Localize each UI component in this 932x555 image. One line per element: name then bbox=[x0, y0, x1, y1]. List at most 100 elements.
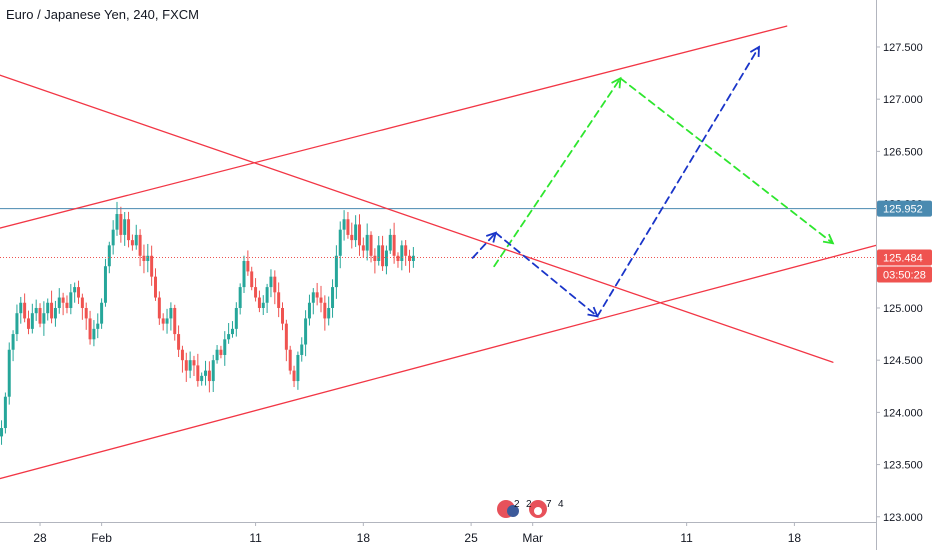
candle-body bbox=[238, 287, 242, 308]
candle-body bbox=[408, 255, 412, 261]
candle-body bbox=[204, 370, 208, 376]
candle-body bbox=[227, 334, 231, 340]
candle-body bbox=[350, 234, 354, 241]
candle-body bbox=[138, 234, 142, 256]
candle-body bbox=[331, 287, 335, 308]
candle-body bbox=[38, 307, 42, 324]
candles-layer bbox=[0, 201, 415, 445]
candle-body bbox=[246, 261, 250, 272]
candle-body bbox=[96, 323, 100, 329]
candle-body bbox=[292, 370, 296, 382]
candle-body bbox=[161, 318, 165, 324]
candle-body bbox=[3, 396, 7, 429]
candle-body bbox=[207, 370, 211, 382]
candle-body bbox=[11, 334, 15, 350]
candle-body bbox=[296, 354, 300, 382]
candle-body bbox=[261, 302, 265, 308]
candle-body bbox=[334, 255, 338, 288]
time-tick-label: 11 bbox=[680, 531, 693, 545]
candle-body bbox=[53, 307, 57, 319]
time-axis-background bbox=[0, 522, 876, 550]
candle-body bbox=[127, 219, 131, 241]
candle-body bbox=[50, 302, 54, 319]
candle-body bbox=[77, 287, 81, 298]
candle-body bbox=[223, 339, 227, 355]
event-flag-icon bbox=[507, 505, 519, 517]
candle-body bbox=[103, 266, 107, 303]
countdown-tag-background bbox=[877, 266, 932, 283]
candle-body bbox=[411, 255, 415, 261]
candle-body bbox=[342, 219, 346, 230]
price-tick-label: 125.000 bbox=[883, 303, 923, 315]
candle-body bbox=[146, 255, 150, 261]
candle-body bbox=[157, 297, 161, 319]
candle-body bbox=[165, 318, 169, 324]
event-flag-icon bbox=[534, 507, 542, 515]
candle-body bbox=[134, 234, 138, 246]
hline-price-tag: 125.952 bbox=[883, 204, 923, 216]
price-tick-label: 127.000 bbox=[883, 94, 923, 106]
candle-body bbox=[400, 245, 404, 261]
candle-body bbox=[177, 334, 181, 350]
candle-body bbox=[215, 349, 219, 361]
time-tick-label: 25 bbox=[464, 531, 478, 545]
green-projection-segment bbox=[493, 77, 622, 268]
candle-body bbox=[84, 307, 88, 319]
candle-body bbox=[377, 245, 381, 261]
candle-body bbox=[100, 302, 104, 324]
time-tick-label: Feb bbox=[91, 531, 112, 545]
candle-body bbox=[92, 328, 96, 340]
candle-body bbox=[34, 307, 38, 314]
green-projection-arrowhead bbox=[822, 233, 835, 245]
candle-body bbox=[180, 349, 184, 361]
price-tick-label: 126.500 bbox=[883, 146, 923, 158]
candle-body bbox=[269, 276, 273, 288]
blue-projection-arrowhead bbox=[587, 306, 599, 318]
candle-body bbox=[381, 245, 385, 267]
event-count-label: 7 bbox=[546, 499, 552, 510]
candle-body bbox=[404, 245, 408, 256]
chart-title: Euro / Japanese Yen, 240, FXCM bbox=[6, 7, 199, 22]
candle-body bbox=[123, 219, 127, 235]
candle-body bbox=[311, 292, 315, 303]
candle-body bbox=[369, 234, 373, 256]
candle-body bbox=[354, 224, 358, 241]
time-tick-label: Mar bbox=[522, 531, 543, 545]
channel-lower-line bbox=[0, 244, 877, 480]
candle-body bbox=[142, 255, 146, 261]
last-price-tag: 125.484 bbox=[883, 252, 923, 264]
candle-body bbox=[265, 287, 269, 303]
candle-body bbox=[200, 375, 204, 382]
candle-body bbox=[357, 224, 361, 246]
candle-body bbox=[254, 287, 258, 298]
candle-body bbox=[173, 307, 177, 335]
candle-body bbox=[365, 234, 369, 251]
blue-projection-arrowhead bbox=[749, 45, 760, 58]
candle-body bbox=[184, 360, 188, 371]
price-tick-label: 124.000 bbox=[883, 407, 923, 419]
candle-body bbox=[392, 234, 396, 256]
descending-trend-line bbox=[0, 74, 834, 363]
candle-body bbox=[346, 219, 350, 235]
candle-body bbox=[277, 292, 281, 308]
candle-body bbox=[65, 302, 69, 308]
blue-projection-arrowhead bbox=[485, 231, 498, 243]
candle-body bbox=[361, 245, 365, 251]
candle-body bbox=[319, 297, 323, 303]
time-tick-label: 28 bbox=[33, 531, 47, 545]
candle-body bbox=[284, 323, 288, 350]
candle-body bbox=[300, 344, 304, 355]
candle-body bbox=[219, 349, 223, 355]
candle-body bbox=[234, 307, 238, 329]
candle-body bbox=[273, 276, 277, 293]
price-tick-label: 123.000 bbox=[883, 512, 923, 524]
price-axis: 123.000123.500124.000124.500125.000125.5… bbox=[876, 0, 932, 550]
candle-body bbox=[192, 360, 196, 366]
candle-body bbox=[19, 302, 23, 314]
price-tick-label: 127.500 bbox=[883, 42, 923, 54]
candle-body bbox=[80, 297, 84, 308]
candle-body bbox=[69, 292, 73, 308]
event-count-label: 4 bbox=[558, 499, 564, 510]
